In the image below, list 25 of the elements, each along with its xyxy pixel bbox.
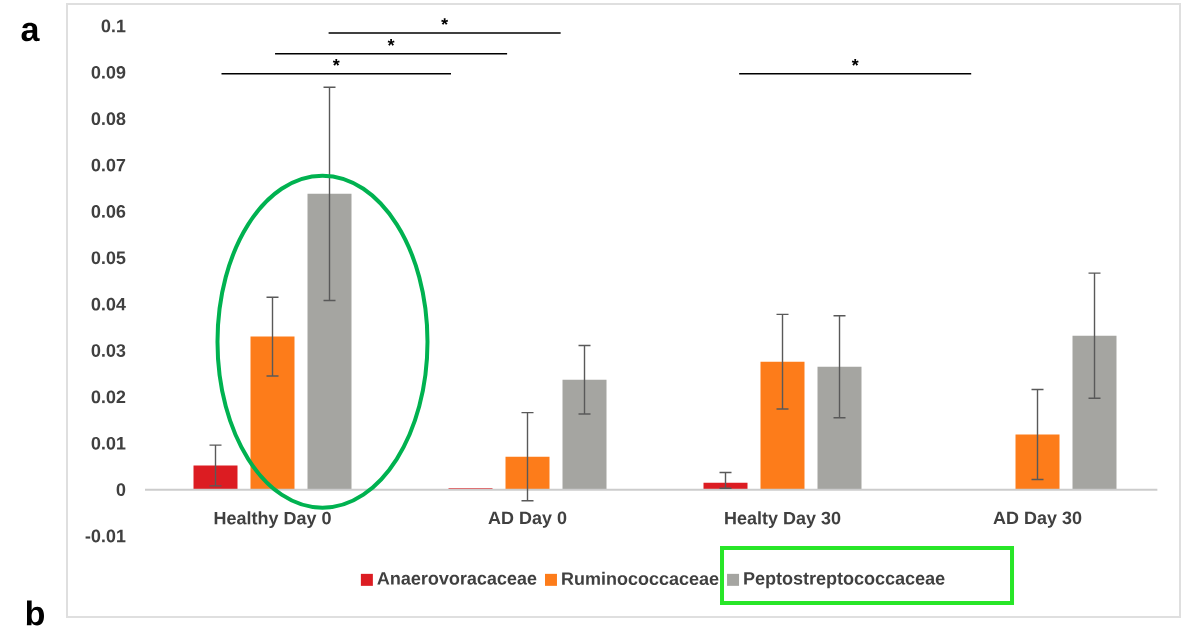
x-tick-label: Healty Day 30 [725, 511, 841, 528]
x-tick-label: AD Day 30 [993, 511, 1082, 528]
y-tick-label: 0 [116, 483, 126, 496]
y-tick-label: -0.01 [85, 529, 126, 543]
text: a [21, 22, 40, 42]
legend-label: Peptostreptococcaceae [744, 572, 945, 589]
x-tick-label: AD Day 0 [488, 511, 567, 528]
y-tick-label: 0.04 [91, 297, 126, 311]
annotation: * [851, 58, 859, 66]
annotation: * [332, 58, 340, 66]
y-tick-label: 0.07 [91, 158, 126, 172]
y-tick-label: 0.05 [91, 251, 126, 265]
y-tick-label: 0.09 [91, 65, 126, 79]
legend-label: Anaerovoracaceae [377, 572, 537, 585]
y-tick-label: 0.1 [101, 19, 126, 33]
y-tick-label: 0.06 [91, 205, 126, 218]
y-tick-label: 0.01 [91, 436, 126, 450]
y-tick-label: 0.02 [91, 390, 126, 404]
text: b [26, 600, 44, 626]
text: * [441, 18, 449, 25]
legend-label: Ruminococcaceae [562, 571, 719, 585]
x-tick-label: Healthy Day 0 [214, 511, 331, 528]
y-tick-label: 0.08 [91, 112, 126, 126]
annotation: * [387, 38, 395, 46]
y-tick-label: 0.03 [91, 344, 126, 357]
